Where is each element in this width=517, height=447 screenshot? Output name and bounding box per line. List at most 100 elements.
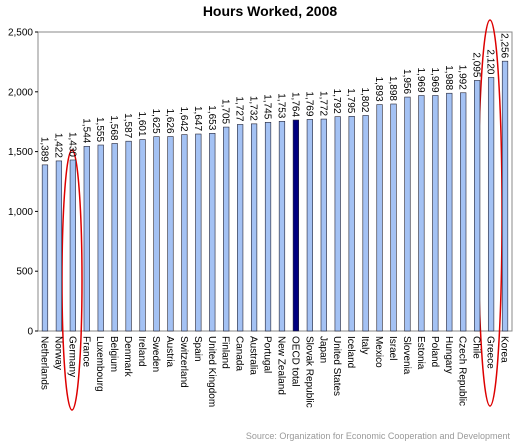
x-tick-label: Mexico [373,336,384,368]
bar [446,92,453,332]
value-label: 1,568 [108,115,119,140]
value-label: 1,764 [289,92,300,117]
bar [237,124,244,332]
bar [111,143,118,332]
bar [209,133,216,332]
x-tick-label: Netherlands [38,336,49,390]
y-tick-label: 1,000 [8,207,33,218]
value-label: 1,430 [66,132,77,157]
x-tick-label: Italy [359,336,370,354]
x-tick-label: Belgium [108,336,119,372]
value-label: 1,969 [429,67,440,92]
x-tick-label: Finland [220,336,231,369]
plot-area [37,31,513,332]
bar [474,80,481,332]
value-label: 1,705 [220,99,231,124]
x-tick-label: Ireland [136,336,147,367]
x-tick-label: Norway [52,336,63,370]
x-tick-label: Austria [164,336,175,368]
value-label: 1,727 [234,96,245,121]
bar [460,92,467,332]
bar [223,126,230,332]
bar [334,116,341,332]
x-tick-label: Slovenia [401,336,412,375]
value-label: 1,389 [38,137,49,162]
bar [195,133,202,332]
value-label: 1,753 [275,93,286,118]
bar [320,118,327,332]
value-label: 1,969 [415,67,426,92]
x-tick-label: Portugal [262,336,273,373]
x-tick-label: United States [331,336,342,396]
bar [362,115,369,332]
chart-title: Hours Worked, 2008 [203,3,338,19]
bar [501,60,509,332]
x-tick-label: Canada [234,336,245,371]
x-tick-label: Chile [471,336,482,359]
bar [167,136,174,332]
bar [487,77,495,332]
y-tick-label: 2,500 [8,28,33,39]
value-label: 1,422 [52,133,63,158]
value-label: 1,988 [443,65,454,90]
x-tick-label: Germany [66,336,77,377]
x-tick-label: Sweden [150,336,161,372]
value-label: 1,898 [387,76,398,101]
value-label: 1,647 [192,106,203,131]
bar [292,119,300,332]
bar [55,160,63,332]
x-tick-label: New Zealand [275,336,286,395]
bar [404,96,411,332]
bar [41,164,49,332]
x-tick-label: Luxembourg [94,336,105,392]
x-tick-label: OECD total [289,336,300,387]
value-label: 1,802 [359,87,370,112]
source-note: Source: Organization for Economic Cooper… [246,431,511,441]
value-label: 1,732 [248,96,259,121]
value-label: 1,601 [136,111,147,136]
bar [348,116,355,332]
bar [278,121,286,332]
bar [250,123,258,332]
bar [181,134,188,332]
bar [139,139,146,332]
value-label: 1,745 [262,94,273,119]
bar [390,103,397,332]
x-tick-label: Poland [429,336,440,367]
x-tick-label: Israel [387,336,398,360]
value-label: 1,956 [401,69,412,94]
x-tick-label: Denmark [122,336,133,378]
bar [264,121,272,332]
value-label: 1,772 [317,91,328,116]
x-tick-label: Greece [485,336,496,369]
y-tick-label: 1,500 [8,147,33,158]
y-tick-label: 0 [27,327,33,338]
value-label: 1,795 [345,88,356,113]
bar [376,104,383,332]
x-tick-label: United Kingdom [206,336,217,407]
value-label: 1,769 [303,91,314,116]
x-tick-label: France [80,336,91,368]
x-tick-label: Czech Republic [457,336,468,406]
value-label: 1,544 [80,118,91,143]
bar [306,119,313,332]
value-label: 1,992 [457,65,468,90]
bar [153,136,160,332]
x-tick-label: Estonia [415,336,426,370]
x-tick-label: Australia [248,336,259,375]
y-tick-label: 2,000 [8,87,33,98]
bar [69,159,76,332]
value-label: 1,653 [206,105,217,130]
x-tick-label: Korea [499,336,510,363]
x-tick-label: Spain [192,336,203,362]
x-tick-label: Hungary [443,336,454,374]
bar [432,95,439,332]
bar [97,144,104,332]
value-label: 1,625 [150,109,161,134]
value-label: 2,120 [485,49,496,74]
y-tick-label: 500 [16,267,33,278]
bar [83,146,90,332]
x-tick-label: Switzerland [178,336,189,388]
value-label: 1,587 [122,113,133,138]
